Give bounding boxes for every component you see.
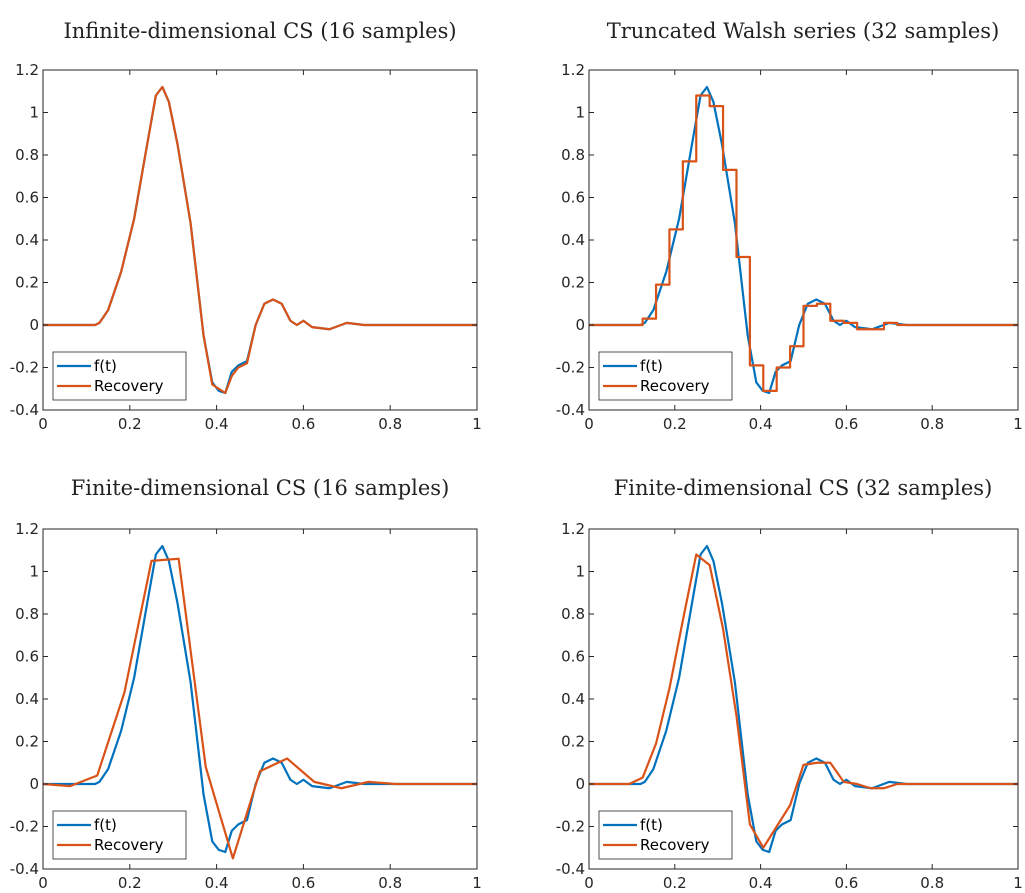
- legend-label: f(t): [94, 357, 117, 375]
- y-tick-label: -0.2: [556, 359, 585, 377]
- legend-label: f(t): [640, 816, 663, 834]
- y-tick-label: 1.2: [561, 520, 585, 538]
- y-tick-label: 0.4: [15, 690, 39, 708]
- y-tick-label: 0.6: [15, 189, 39, 207]
- x-tick-label: 0.8: [378, 415, 402, 433]
- legend: f(t) Recovery: [598, 810, 733, 860]
- chart-finite-cs-32: Finite-dimensional CS (32 samples) 0 0.2 0…: [556, 476, 1023, 892]
- y-tick-label: 1.2: [15, 61, 39, 79]
- y-tick-label: 0.8: [561, 605, 585, 623]
- y-tick-label: 0.8: [561, 146, 585, 164]
- y-tick-label: 1.2: [15, 520, 39, 538]
- x-tick-label: 0.2: [663, 415, 687, 433]
- y-tick-label: -0.4: [556, 401, 585, 419]
- legend: f(t) Recovery: [52, 351, 187, 401]
- y-tick-label: 0: [575, 316, 585, 334]
- x-tick-label: 0.6: [834, 415, 858, 433]
- x-tick-label: 0.4: [205, 415, 229, 433]
- chart-finite-cs-16: Finite-dimensional CS (16 samples) 0 0.2 0…: [10, 476, 482, 892]
- x-tick-label: 0.6: [291, 874, 315, 892]
- x-tick-label: 1: [472, 874, 482, 892]
- y-tick-label: -0.4: [556, 860, 585, 878]
- y-tick-label: 0.2: [561, 733, 585, 751]
- y-tick-label: 0.6: [561, 189, 585, 207]
- legend-box: [598, 810, 733, 860]
- y-tick-label: 0.8: [15, 146, 39, 164]
- x-tick-label: 0.4: [749, 415, 773, 433]
- y-tick-label: 0.6: [15, 648, 39, 666]
- x-tick-label: 0.6: [834, 874, 858, 892]
- series-line-f-t: [43, 85, 477, 395]
- x-tick-label: 0: [584, 874, 594, 892]
- chart-infinite-cs-16: Infinite-dimensional CS (16 samples) 0 0.…: [10, 19, 482, 433]
- series-line-recovery: [589, 94, 1018, 392]
- y-tick-label: 0.4: [561, 231, 585, 249]
- legend-box: [598, 351, 733, 401]
- x-tick-label: 0: [38, 415, 48, 433]
- series-line-recovery: [589, 553, 1018, 849]
- x-tick-label: 0.4: [205, 874, 229, 892]
- y-tick-label: 0.8: [15, 605, 39, 623]
- y-tick-label: -0.4: [10, 401, 39, 419]
- legend-box: [52, 810, 187, 860]
- y-tick-label: 1: [29, 104, 39, 122]
- x-tick-label: 0: [38, 874, 48, 892]
- chart-title: Finite-dimensional CS (16 samples): [71, 476, 450, 500]
- x-tick-label: 0.2: [118, 874, 142, 892]
- series-line-f-t: [589, 85, 1018, 395]
- legend-label: f(t): [94, 816, 117, 834]
- y-tick-label: 0.4: [15, 231, 39, 249]
- y-tick-label: 0: [29, 775, 39, 793]
- x-tick-label: 1: [1013, 874, 1023, 892]
- x-tick-label: 0.4: [749, 874, 773, 892]
- chart-title: Finite-dimensional CS (32 samples): [614, 476, 993, 500]
- legend-label: f(t): [640, 357, 663, 375]
- y-tick-label: -0.2: [556, 818, 585, 836]
- y-tick-label: 0: [29, 316, 39, 334]
- x-tick-label: 0.8: [920, 874, 944, 892]
- x-tick-label: 0.8: [920, 415, 944, 433]
- y-tick-label: -0.2: [10, 359, 39, 377]
- x-tick-label: 1: [472, 415, 482, 433]
- legend: f(t) Recovery: [598, 351, 733, 401]
- y-tick-label: 1: [29, 563, 39, 581]
- y-tick-label: -0.2: [10, 818, 39, 836]
- legend: f(t) Recovery: [52, 810, 187, 860]
- series-line-recovery: [43, 85, 477, 395]
- y-tick-label: -0.4: [10, 860, 39, 878]
- legend-label: Recovery: [640, 836, 710, 854]
- series-line-f-t: [43, 544, 477, 854]
- legend-label: Recovery: [94, 377, 164, 395]
- chart-title: Truncated Walsh series (32 samples): [607, 19, 1000, 43]
- y-tick-label: 0.2: [15, 274, 39, 292]
- series-line-f-t: [589, 544, 1018, 854]
- chart-truncated-walsh-32: Truncated Walsh series (32 samples) 0 0.2…: [556, 19, 1023, 433]
- x-tick-label: 1: [1013, 415, 1023, 433]
- y-tick-label: 1: [575, 104, 585, 122]
- x-tick-label: 0.8: [378, 874, 402, 892]
- x-tick-label: 0.6: [291, 415, 315, 433]
- y-tick-label: 1: [575, 563, 585, 581]
- y-tick-label: 1.2: [561, 61, 585, 79]
- x-tick-label: 0.2: [118, 415, 142, 433]
- y-tick-label: 0: [575, 775, 585, 793]
- legend-label: Recovery: [640, 377, 710, 395]
- legend-box: [52, 351, 187, 401]
- y-tick-label: 0.6: [561, 648, 585, 666]
- y-tick-label: 0.2: [15, 733, 39, 751]
- chart-title: Infinite-dimensional CS (16 samples): [63, 19, 456, 43]
- legend-label: Recovery: [94, 836, 164, 854]
- y-tick-label: 0.2: [561, 274, 585, 292]
- y-tick-label: 0.4: [561, 690, 585, 708]
- series-line-recovery: [43, 557, 477, 860]
- x-tick-label: 0.2: [663, 874, 687, 892]
- x-tick-label: 0: [584, 415, 594, 433]
